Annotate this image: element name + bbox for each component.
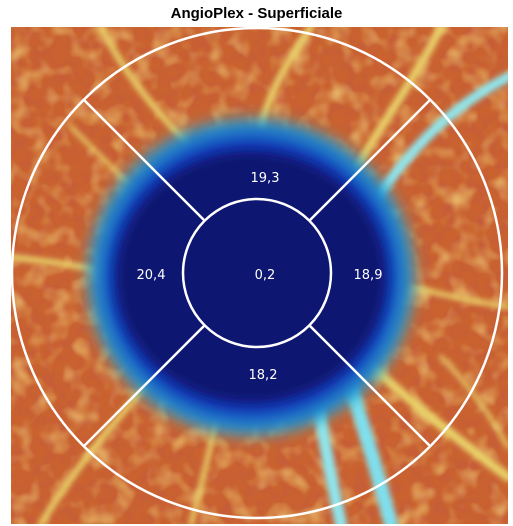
value-nasal: 18,9	[354, 268, 383, 283]
value-temporal: 20,4	[137, 268, 166, 283]
value-superior: 19,3	[251, 171, 280, 186]
sector-divider	[308, 98, 432, 222]
value-inferior: 18,2	[249, 368, 278, 383]
sector-divider	[82, 98, 206, 222]
angiography-scan: 19,3 20,4 0,2 18,9 18,2	[11, 27, 508, 524]
etdrs-grid	[11, 27, 504, 520]
sector-divider	[308, 324, 432, 448]
outer-ring	[11, 27, 504, 520]
sector-divider	[82, 324, 206, 448]
vessel	[439, 355, 508, 449]
value-center: 0,2	[255, 268, 276, 283]
avascular-zone	[116, 152, 386, 402]
image-title: AngioPlex - Superficiale	[170, 5, 343, 22]
inner-ring	[181, 197, 333, 349]
